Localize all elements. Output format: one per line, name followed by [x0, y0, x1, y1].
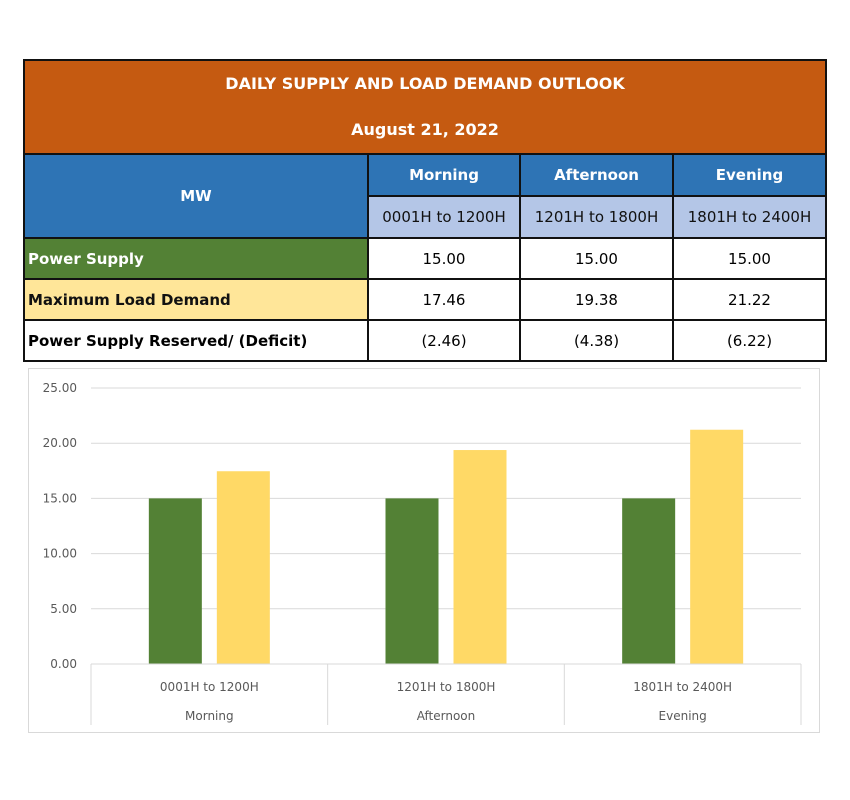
x-tick-label: 1201H to 1800H	[397, 680, 496, 694]
table-row: Power Supply 15.00 15.00 15.00	[23, 237, 828, 280]
period-header: Evening	[671, 153, 828, 197]
row-label: Power Supply	[23, 237, 369, 280]
y-tick-label: 20.00	[43, 436, 77, 450]
cell: 17.46	[367, 278, 521, 321]
period-header: Afternoon	[519, 153, 674, 197]
cell: 15.00	[671, 237, 828, 280]
bar	[622, 498, 676, 664]
chart-svg: 0.00 5.00 10.00 15.00 20.00 25.00 0001H to 120…	[43, 381, 802, 725]
table-title: DAILY SUPPLY AND LOAD DEMAND OUTLOOK Aug…	[22, 59, 828, 155]
cell: 19.38	[519, 278, 674, 321]
x-group-label: Morning	[185, 709, 234, 723]
x-group-label: Evening	[659, 709, 707, 723]
y-tick-label: 25.00	[43, 381, 77, 395]
bar	[216, 471, 270, 664]
outlook-table: DAILY SUPPLY AND LOAD DEMAND OUTLOOK Aug…	[22, 59, 828, 362]
cell: (2.46)	[367, 319, 521, 362]
cell: (6.22)	[671, 319, 828, 362]
period-header: Morning	[367, 153, 521, 197]
bar	[148, 498, 202, 664]
cell: (4.38)	[519, 319, 674, 362]
cell: 15.00	[367, 237, 521, 280]
x-tick-label: 1801H to 2400H	[633, 680, 732, 694]
bar-chart: 0.00 5.00 10.00 15.00 20.00 25.00 0001H to 120…	[28, 368, 820, 733]
cell: 15.00	[519, 237, 674, 280]
y-tick-label: 0.00	[50, 657, 77, 671]
row-label: Maximum Load Demand	[23, 278, 369, 321]
date-text: August 21, 2022	[351, 120, 499, 139]
table-row: Maximum Load Demand 17.46 19.38 21.22	[23, 278, 828, 321]
period-range: 1801H to 2400H	[671, 195, 828, 239]
y-tick-label: 5.00	[50, 602, 77, 616]
bar	[690, 429, 744, 664]
cell: 21.22	[671, 278, 828, 321]
bar	[385, 498, 439, 664]
unit-header: MW	[23, 153, 369, 239]
period-range: 1201H to 1800H	[519, 195, 674, 239]
y-tick-label: 10.00	[43, 547, 77, 561]
y-tick-label: 15.00	[43, 491, 77, 505]
table-row: Power Supply Reserved/ (Deficit) (2.46) …	[23, 319, 828, 362]
title-text: DAILY SUPPLY AND LOAD DEMAND OUTLOOK	[225, 74, 625, 93]
bar	[453, 450, 507, 664]
row-label: Power Supply Reserved/ (Deficit)	[23, 319, 369, 362]
x-group-label: Afternoon	[417, 709, 476, 723]
x-tick-label: 0001H to 1200H	[160, 680, 259, 694]
period-range: 0001H to 1200H	[367, 195, 521, 239]
